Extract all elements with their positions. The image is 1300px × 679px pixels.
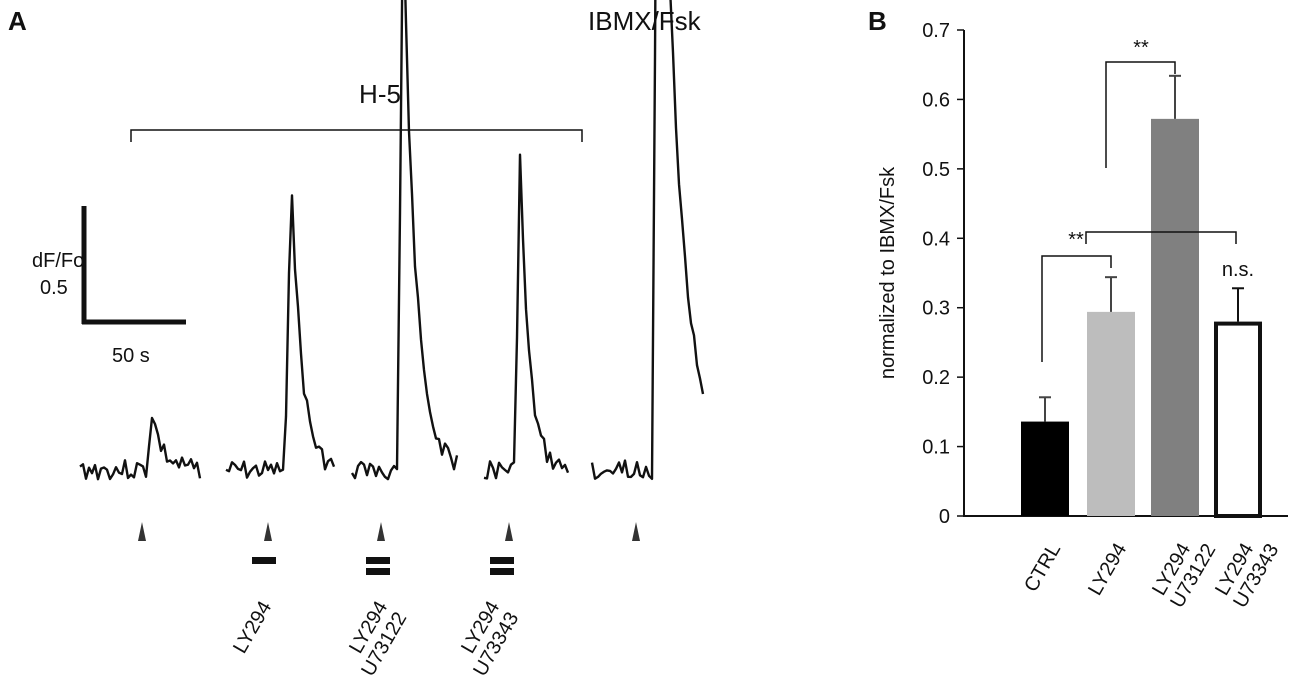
h5-label: H-5 [359, 79, 401, 109]
traces [79, 0, 705, 481]
scale-y-value: 0.5 [40, 277, 68, 299]
x-tick-label-line: LY294 [1084, 540, 1131, 600]
bars [1021, 74, 1262, 518]
treatment-bar [366, 557, 390, 564]
bar-4 [1214, 321, 1262, 518]
treatment-bar [490, 557, 514, 564]
y-tick-label: 0.3 [922, 298, 950, 320]
bar-3 [1151, 118, 1199, 517]
bar-1 [1021, 421, 1069, 516]
scale-bar: dF/Fo 0.5 50 s [32, 206, 186, 367]
y-axis-label: normalized to IBMX/Fsk [877, 166, 899, 379]
stimulus-arrow-icon [138, 522, 146, 541]
condition-label: LY294U73122 [338, 598, 411, 679]
trace-2 [225, 194, 336, 479]
bar-2 [1087, 311, 1135, 516]
x-tick-label: LY294 [1084, 540, 1131, 600]
scale-x-label: 50 s [112, 345, 150, 367]
condition-marks [252, 557, 514, 575]
significance-label: n.s. [1222, 259, 1254, 281]
panel-a: A IBMX/Fsk H-5 dF/Fo 0.5 50 s LY294 LY294… [8, 0, 705, 679]
h5-bracket [130, 129, 583, 142]
y-tick-label: 0 [939, 506, 950, 528]
stimulus-arrow-icon [264, 522, 272, 541]
x-tick-label: LY294U73122 [1147, 529, 1220, 612]
stimulus-arrow-icon [632, 522, 640, 541]
treatment-bar [366, 568, 390, 575]
trace-5 [590, 0, 705, 480]
panel-a-letter: A [8, 6, 27, 36]
y-tick-label: 0.7 [922, 20, 950, 42]
stimulus-arrow-icon [505, 522, 513, 541]
panel-b-letter: B [868, 6, 887, 36]
y-tick-label: 0.4 [922, 228, 950, 250]
y-tick-label: 0.1 [922, 437, 950, 459]
y-tick-label: 0.2 [922, 367, 950, 389]
trace-4 [483, 153, 570, 480]
stimulus-arrow-icon [377, 522, 385, 541]
treatment-bar [252, 557, 276, 564]
sig-bracket-ly294-u73122 [1105, 61, 1176, 168]
condition-labels: LY294 LY294U73122 LY294U73343 [229, 598, 523, 679]
x-tick-label: LY294U73343 [1210, 529, 1283, 612]
significance-label: ** [1133, 37, 1149, 59]
condition-label-line: LY294 [229, 598, 276, 658]
scale-y-label: dF/Fo [32, 250, 84, 272]
significance-label: ** [1068, 229, 1084, 251]
sig-bracket-ly294-u73343 [1085, 231, 1237, 244]
sig-bracket-ctrl-ly294 [1041, 255, 1112, 362]
condition-label: LY294U73343 [450, 598, 523, 679]
condition-label: LY294 [229, 598, 276, 658]
ibmx-fsk-label: IBMX/Fsk [588, 6, 702, 36]
x-tick-label-line: CTRL [1020, 540, 1065, 596]
trace-1 [79, 416, 202, 481]
panel-b: B normalized to IBMX/Fsk 0 0.1 0.2 0.3 0.4 0.… [868, 6, 1288, 612]
stimulus-arrows [138, 522, 640, 541]
treatment-bar [490, 568, 514, 575]
trace-3 [350, 0, 459, 481]
y-ticks: 0 0.1 0.2 0.3 0.4 0.5 0.6 0.7 [922, 20, 964, 528]
y-tick-label: 0.6 [922, 89, 950, 111]
significance-marks: ** ** n.s. [1041, 37, 1254, 362]
y-tick-label: 0.5 [922, 159, 950, 181]
x-tick-label: CTRL [1020, 540, 1065, 596]
